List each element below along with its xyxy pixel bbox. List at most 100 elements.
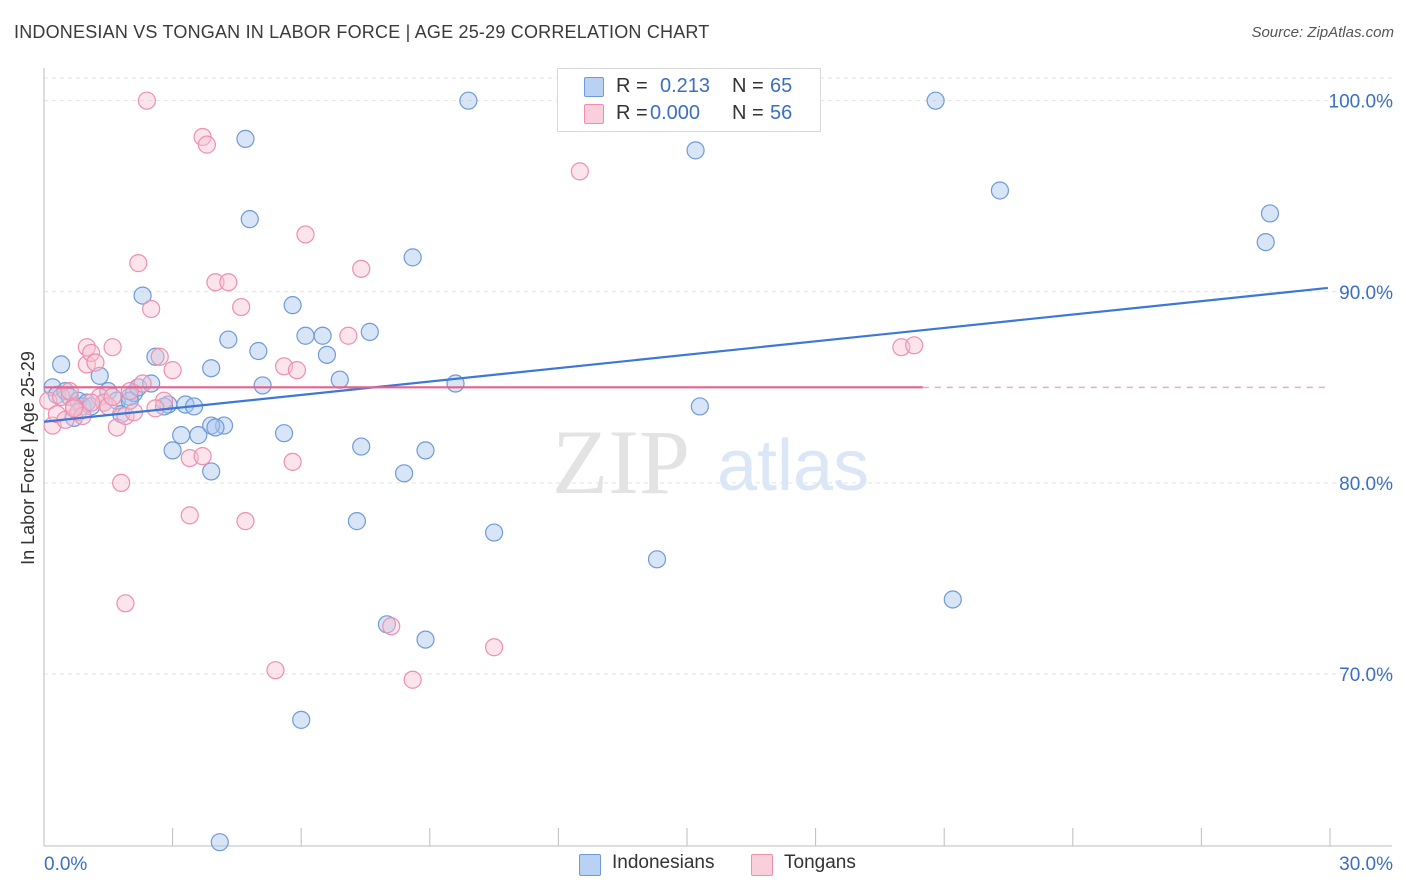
tongan-point — [103, 338, 122, 357]
tongan-point — [82, 393, 101, 412]
indonesian-point — [347, 512, 367, 531]
tongan-point — [219, 273, 238, 292]
indonesian-point — [253, 376, 272, 395]
bottom-legend-label: Tongans — [784, 852, 856, 873]
indonesian-point — [274, 424, 294, 443]
legend-swatch-pink — [584, 104, 604, 124]
source-label: Source: ZipAtlas.com — [1251, 24, 1394, 41]
indonesian-point — [690, 397, 709, 416]
indonesian-point — [459, 91, 478, 110]
y-tick-label: 80.0% — [1339, 474, 1393, 495]
chart-title: INDONESIAN VS TONGAN IN LABOR FORCE | AG… — [14, 22, 710, 42]
tongan-point — [485, 638, 504, 657]
tongan-point — [339, 326, 358, 345]
tongan-point — [64, 399, 84, 418]
tongan-point — [86, 353, 105, 372]
indonesian-point — [172, 426, 191, 445]
tongan-point — [197, 135, 216, 154]
axes — [43, 68, 1392, 847]
indonesian-point — [1256, 232, 1275, 252]
indonesian-point — [990, 181, 1010, 200]
indonesian-point — [1260, 204, 1280, 223]
indonesian-point — [416, 630, 435, 649]
tongan-point — [382, 617, 401, 636]
watermark: ZIP atlas — [552, 411, 869, 513]
tongan-point — [570, 162, 589, 181]
indonesian-point — [240, 210, 259, 229]
indonesian-point — [210, 833, 229, 852]
indonesian-point — [317, 345, 337, 364]
indonesian-point — [926, 91, 945, 110]
legend-n-value: 65 — [770, 75, 793, 97]
indonesian-point — [146, 347, 165, 366]
legend-row-tongans: R = 0.000 N = 56 — [558, 100, 820, 128]
indonesian-point — [206, 418, 225, 437]
tongan-point — [142, 299, 161, 319]
indonesian-point — [236, 129, 255, 148]
indonesian-point — [485, 523, 504, 542]
tongan-point — [180, 506, 199, 525]
tongan-point — [129, 254, 148, 273]
tongan-point — [146, 399, 165, 418]
tongan-point — [112, 473, 131, 492]
tongan-point — [137, 91, 156, 110]
indonesian-point — [90, 366, 109, 385]
indonesian-point — [283, 296, 302, 315]
legend-n-label: N = — [732, 75, 764, 97]
indonesian-point — [52, 355, 71, 374]
tongan-point — [236, 512, 255, 531]
tongan-point — [266, 661, 285, 680]
indonesian-point — [686, 141, 705, 160]
grid-lines — [44, 77, 1392, 675]
legend-n-label: N = — [732, 102, 764, 124]
y-tick-label: 70.0% — [1339, 665, 1393, 686]
tongan-point — [193, 447, 212, 466]
legend-swatch-blue — [584, 77, 604, 97]
indonesian-point — [296, 326, 315, 345]
y-tick-label: 90.0% — [1339, 283, 1393, 304]
legend-r-value: 0.000 — [650, 102, 701, 124]
indonesian-point — [189, 426, 208, 445]
watermark-zip: ZIP — [552, 411, 690, 513]
tongan-point — [163, 361, 182, 380]
tongan-point — [296, 225, 315, 244]
watermark-atlas: atlas — [717, 426, 869, 506]
tongan-point — [103, 387, 122, 406]
x-tick-label: 0.0% — [44, 854, 87, 875]
indonesian-point — [133, 286, 152, 305]
bottom-legend-label: Indonesians — [612, 852, 715, 873]
indonesian-point — [249, 341, 268, 361]
indonesian-point — [647, 550, 667, 569]
tongan-point — [206, 273, 225, 292]
tongan-point — [232, 297, 251, 317]
indonesian-point — [943, 590, 962, 609]
tongan-point — [116, 594, 135, 613]
tongan-point — [150, 347, 169, 366]
legend-r-value: 0.213 — [660, 75, 711, 97]
bottom-legend-swatch-pink — [751, 854, 773, 876]
legend-row-indonesians: R = 0.213 N = 65 — [558, 73, 820, 101]
tongan-point — [905, 336, 924, 355]
y-axis-label: In Labor Force | Age 25-29 — [18, 351, 38, 565]
indonesian-point — [313, 326, 332, 345]
bottom-legend-swatch-blue — [579, 854, 601, 876]
indonesian-point — [360, 322, 379, 342]
tongan-point — [403, 670, 422, 689]
indonesian-point — [163, 441, 182, 460]
indonesian-point — [292, 710, 311, 729]
indonesians-trend-line — [43, 286, 1328, 423]
tongans-points — [39, 91, 924, 689]
tongan-point — [352, 259, 371, 278]
indonesian-point — [352, 437, 371, 456]
indonesian-point — [202, 462, 221, 481]
indonesian-point — [394, 464, 414, 483]
y-tick-label: 100.0% — [1329, 92, 1394, 113]
legend-r-label: R = — [616, 102, 648, 124]
tongan-point — [283, 452, 302, 471]
legend-r-label: R = — [616, 75, 648, 97]
trend-lines — [43, 286, 1328, 423]
indonesian-point — [202, 359, 221, 378]
legend-n-value: 56 — [770, 102, 793, 124]
indonesian-point — [219, 330, 238, 349]
